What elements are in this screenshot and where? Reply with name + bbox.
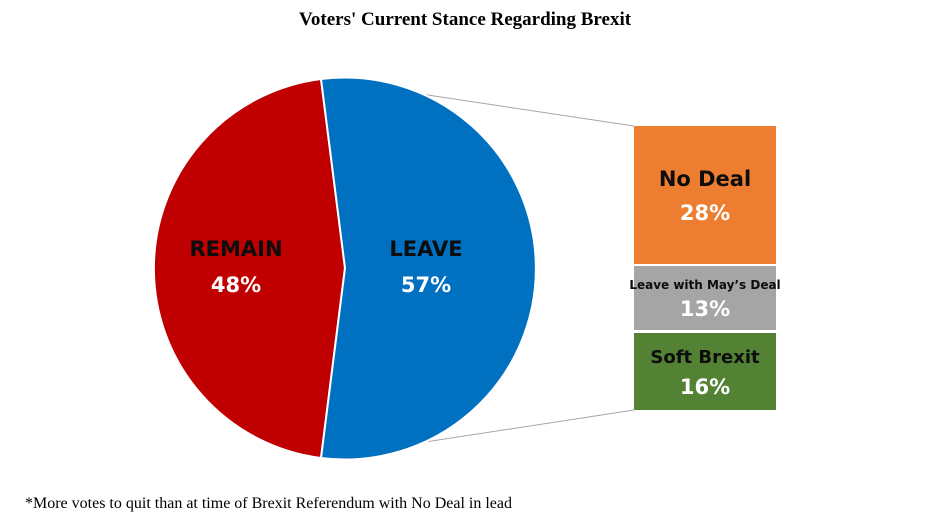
breakdown-value-no-deal: 28% — [680, 201, 730, 225]
breakdown-label-soft-brexit: Soft Brexit — [650, 347, 760, 368]
breakdown-value-mays-deal: 13% — [680, 297, 730, 321]
slice-value-leave: 57% — [401, 273, 451, 297]
pie-slice-remain — [152, 77, 347, 460]
breakdown-bar-mays-deal — [634, 266, 776, 330]
chart-title: Voters' Current Stance Regarding Brexit — [299, 9, 632, 30]
pie-slice-leave — [319, 76, 537, 461]
breakdown-bar-no-deal — [634, 126, 776, 264]
slice-label-remain: REMAIN — [189, 237, 282, 261]
slice-value-remain: 48% — [211, 273, 261, 297]
breakdown-label-mays-deal: Leave with May’s Deal — [629, 278, 780, 292]
breakdown-value-soft-brexit: 16% — [680, 375, 730, 399]
chart-footnote: *More votes to quit than at time of Brex… — [25, 495, 512, 512]
slice-label-leave: LEAVE — [389, 237, 462, 261]
breakdown-bar-soft-brexit — [634, 333, 776, 410]
breakdown-label-no-deal: No Deal — [659, 167, 751, 191]
